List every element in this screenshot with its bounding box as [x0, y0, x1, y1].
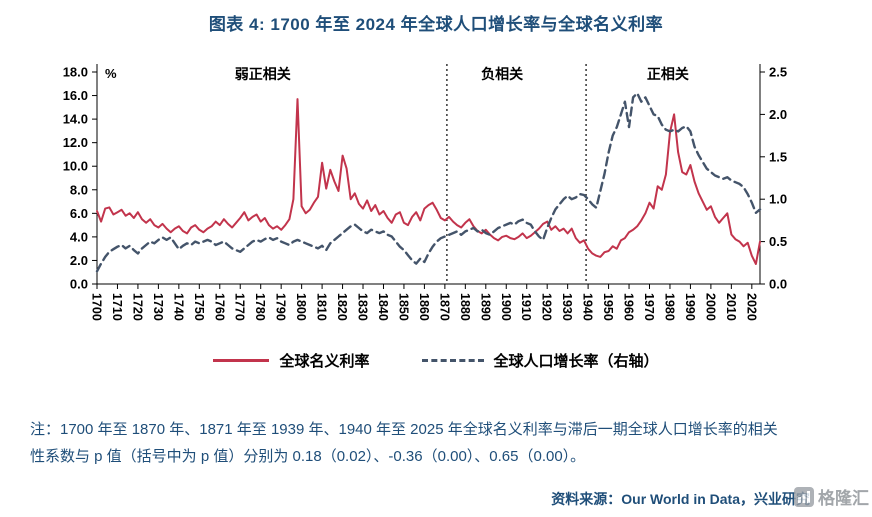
left-axis-tick-label: 12.0: [63, 135, 88, 150]
x-axis-tick-label: 1890: [478, 293, 492, 321]
x-axis-tick-label: 1700: [90, 293, 104, 321]
right-axis-tick-label: 0.0: [769, 277, 787, 292]
x-axis-tick-label: 1880: [458, 293, 472, 321]
left-axis-tick-label: 4.0: [70, 229, 88, 244]
x-axis-tick-label: 1960: [622, 293, 636, 321]
x-axis-tick-label: 1760: [212, 293, 226, 321]
gelonghui-watermark: 格隆汇: [794, 484, 869, 509]
x-axis-tick-label: 1770: [233, 293, 247, 321]
x-axis-tick-label: 1860: [417, 293, 431, 321]
x-axis-tick-label: 1800: [294, 293, 308, 321]
x-axis-tick-label: 1840: [376, 293, 390, 321]
x-axis-tick-label: 2020: [744, 293, 758, 321]
left-axis-tick-label: 6.0: [70, 206, 88, 221]
right-axis-tick-label: 1.5: [769, 149, 787, 164]
x-axis-tick-label: 1870: [437, 293, 451, 321]
x-axis-tick-label: 1710: [110, 293, 124, 321]
population-growth-line-sample: [421, 359, 484, 362]
left-axis-unit-label: %: [105, 66, 117, 81]
left-axis-tick-label: 16.0: [63, 88, 88, 103]
x-axis-tick-label: 2000: [703, 293, 717, 321]
x-axis-tick-label: 1940: [581, 293, 595, 321]
x-axis-tick-label: 1820: [335, 293, 349, 321]
x-axis-tick-label: 1900: [499, 293, 513, 321]
legend-item-nominal-rate: 全球名义利率: [213, 350, 370, 371]
footnote: 注：1700 年至 1870 年、1871 年至 1939 年、1940 年至 …: [30, 416, 846, 470]
right-axis-tick-label: 2.5: [769, 65, 787, 80]
x-axis-tick-label: 1970: [642, 293, 656, 321]
footnote-line-1: 注：1700 年至 1870 年、1871 年至 1939 年、1940 年至 …: [30, 421, 778, 438]
right-axis-tick-label: 2.0: [769, 107, 787, 122]
chart-canvas: 18.0 16.0 14.0 12.0 10.0 8.0 6.0 4.0 2.0 0.0 2.5 2.…: [63, 64, 787, 321]
x-axis-tick-label: 1720: [130, 293, 144, 321]
left-axis-tick-label: 8.0: [70, 182, 88, 197]
left-axis-tick-label: 0.0: [70, 277, 88, 292]
gelonghui-logo-icon: [794, 486, 814, 507]
right-axis-tick-label: 0.5: [769, 234, 787, 249]
x-axis-tick-label: 1950: [601, 293, 615, 321]
legend-label-nominal-rate: 全球名义利率: [279, 353, 370, 370]
x-axis-tick-label: 1740: [171, 293, 185, 321]
legend-label-population-growth: 全球人口增长率（右轴）: [493, 353, 659, 370]
x-axis-tick-label: 1790: [274, 293, 288, 321]
x-axis-tick-label: 1810: [315, 293, 329, 321]
page-title: 图表 4: 1700 年至 2024 年全球人口增长率与全球名义利率: [208, 15, 664, 34]
left-axis-tick-label: 18.0: [63, 65, 88, 80]
correlation-region-label: 弱正相关: [235, 66, 291, 82]
x-axis-tick-label: 1920: [540, 293, 554, 321]
correlation-region-label: 正相关: [647, 66, 689, 82]
right-axis-tick-label: 1.0: [769, 192, 787, 207]
x-axis-tick-label: 1910: [519, 293, 533, 321]
left-axis-tick-label: 10.0: [63, 159, 88, 174]
x-axis-tick-label: 1750: [192, 293, 206, 321]
x-axis-tick-label: 2010: [724, 293, 738, 321]
nominal-rate-line: [96, 98, 761, 265]
left-axis-tick-label: 14.0: [63, 112, 88, 127]
data-source: 资料来源：Our World in Data，兴业研究: [551, 491, 810, 507]
x-axis-tick-label: 1930: [560, 293, 574, 321]
x-axis-tick-label: 1980: [662, 293, 676, 321]
x-axis-tick-label: 1780: [253, 293, 267, 321]
footnote-line-2: 性系数与 p 值（括号中为 p 值）分别为 0.18（0.02）、-0.36（0…: [30, 448, 586, 465]
left-axis-tick-label: 2.0: [70, 253, 88, 268]
x-axis-tick-label: 1730: [151, 293, 165, 321]
population-growth-line: [95, 92, 762, 273]
correlation-region-label: 负相关: [481, 66, 523, 82]
x-axis-tick-label: 1850: [396, 293, 410, 321]
watermark-text: 格隆汇: [818, 489, 869, 508]
nominal-rate-line-sample: [213, 359, 270, 362]
legend: 全球名义利率 全球人口增长率（右轴）: [0, 350, 872, 371]
x-axis-tick-label: 1990: [683, 293, 697, 321]
legend-item-population-growth: 全球人口增长率（右轴）: [421, 350, 659, 371]
x-axis-tick-label: 1830: [356, 293, 370, 321]
